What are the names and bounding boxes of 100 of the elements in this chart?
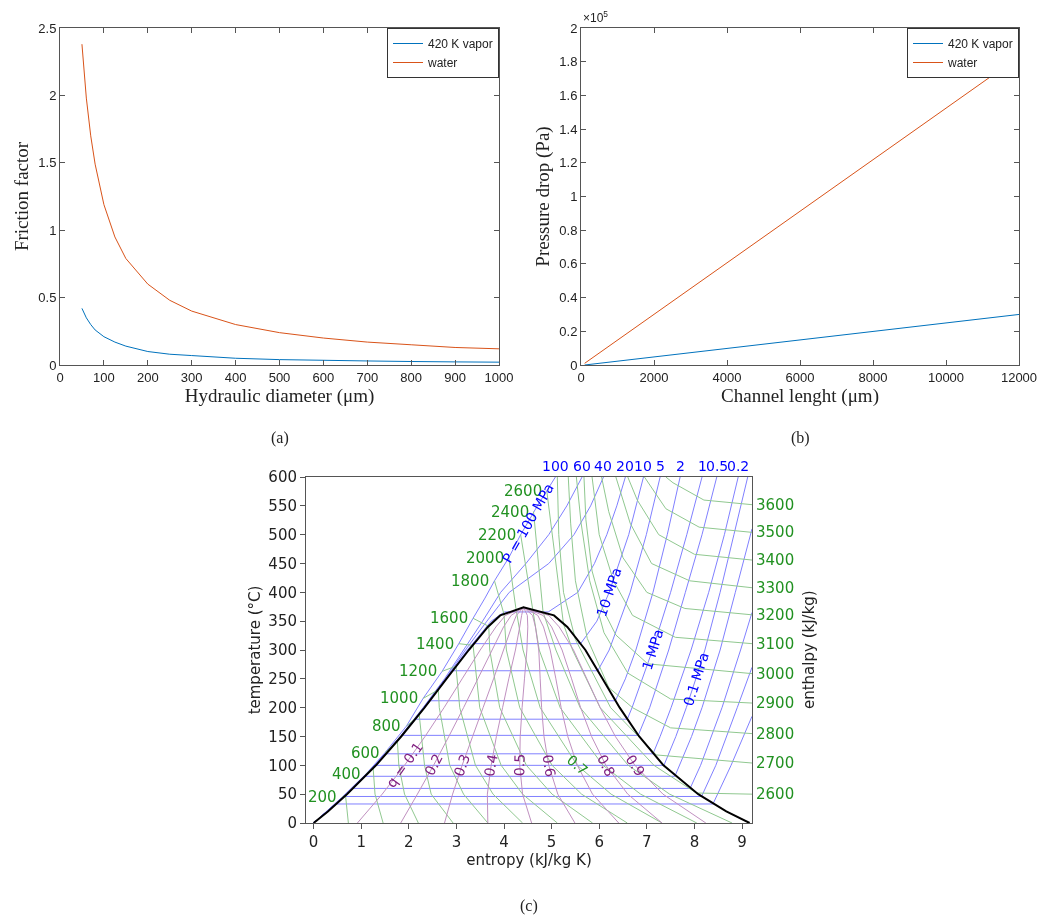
annotation: 2000 <box>466 549 505 567</box>
x-axis-title: Channel lenght (μm) <box>721 384 879 407</box>
annotation: 2 <box>676 458 685 474</box>
y-tick-label: 0.4 <box>559 290 578 306</box>
y-tick-label: 2.5 <box>38 20 57 36</box>
annotation: 3500 <box>756 523 795 541</box>
y-tick-label: 1.2 <box>559 155 578 171</box>
y-tick-label: 50 <box>277 785 297 804</box>
annotation: 2600 <box>756 785 795 803</box>
x-tick-label: 100 <box>93 369 115 385</box>
annotation: 3100 <box>756 635 795 653</box>
annotation: 2900 <box>756 694 795 712</box>
y-tick-label: 0 <box>570 357 578 373</box>
x-tick-label: 6000 <box>785 369 815 385</box>
y-tick-label: 200 <box>268 698 297 717</box>
y-tick-label: 2 <box>570 20 578 36</box>
y-tick-label: 1.4 <box>559 121 578 137</box>
x-tick-label: 7 <box>642 833 652 851</box>
x-axis-title: Hydraulic diameter (μm) <box>184 384 375 407</box>
annotation: 0.8 <box>594 751 619 779</box>
x-tick-label: 1000 <box>484 369 514 385</box>
annotation: 0.9 <box>622 751 649 780</box>
annotation: 0.4 <box>480 752 501 778</box>
annotation: 0.5 <box>511 753 528 777</box>
text: (a) <box>271 429 289 447</box>
annotation: 3000 <box>756 665 795 683</box>
y-tick-label: 600 <box>268 468 297 487</box>
x-tick-label: 400 <box>224 369 247 385</box>
annotation: 3600 <box>756 496 795 514</box>
x-axis-title: entropy (kJ/kg K) <box>466 851 592 869</box>
x-tick-label: 5 <box>546 833 557 851</box>
annotation: 800 <box>372 717 401 735</box>
x-tick-label: 10000 <box>927 369 965 385</box>
y-tick-label: 0 <box>49 357 57 373</box>
y-tick-label: 450 <box>268 554 297 573</box>
annotation: 200 <box>308 788 337 806</box>
annotation: 1 MPa <box>638 627 667 672</box>
x-tick-label: 4 <box>499 833 509 851</box>
annotation: 10 MPa <box>593 565 625 619</box>
x-tick-label: 8 <box>689 833 700 851</box>
y-tick-label: 1.8 <box>559 54 578 70</box>
y-tick-label: 1 <box>49 222 57 238</box>
x-tick-label: 200 <box>136 369 159 385</box>
annotation: 3300 <box>756 579 795 597</box>
y2-axis-title: enthalpy (kJ/kg) <box>800 590 818 709</box>
annotation: 1600 <box>430 609 469 627</box>
annotation: 3200 <box>756 606 795 624</box>
annotation: 5 <box>656 458 665 474</box>
annotation: 3400 <box>756 551 795 569</box>
y-tick-label: 0.2 <box>559 323 578 339</box>
y-axis-title: Pressure drop (Pa) <box>532 126 555 267</box>
annotation: 0.2 <box>727 458 750 474</box>
x-tick-label: 600 <box>312 369 335 385</box>
y-tick-label: 250 <box>268 670 297 689</box>
x-tick-label: 2 <box>404 833 414 851</box>
y-tick-label: 100 <box>268 756 297 775</box>
text: (b) <box>791 429 810 447</box>
annotation: 2800 <box>756 725 795 743</box>
annotation: 0.7 <box>563 751 592 779</box>
y-tick-label: 0.5 <box>38 290 57 306</box>
annotation: 1800 <box>451 572 490 590</box>
legend-label: water <box>947 56 978 71</box>
annotation: 0.3 <box>450 752 474 779</box>
x-tick-label: 800 <box>400 369 423 385</box>
annotation: 0.6 <box>539 753 559 779</box>
y-tick-label: 2 <box>49 87 57 103</box>
annotation: 400 <box>332 765 361 783</box>
text: (c) <box>520 897 538 915</box>
annotation: 40 <box>594 458 612 474</box>
x-tick-label: 3 <box>451 833 462 851</box>
annotation: 600 <box>351 744 380 762</box>
y-tick-label: 350 <box>268 612 297 631</box>
legend-label: 420 K vapor <box>428 37 493 52</box>
y-tick-label: 0 <box>287 814 297 833</box>
y-tick-label: 550 <box>268 497 297 516</box>
x-tick-label: 300 <box>180 369 203 385</box>
x-tick-label: 0 <box>308 833 319 851</box>
x-tick-label: 700 <box>356 369 379 385</box>
y-tick-label: 1 <box>570 189 578 205</box>
y-tick-label: 0.6 <box>559 256 578 272</box>
y-tick-label: 1.5 <box>38 155 57 171</box>
x-tick-label: 8000 <box>858 369 888 385</box>
x-tick-label: 4000 <box>712 369 742 385</box>
annotation: 60 <box>573 458 591 474</box>
annotation: 1000 <box>380 689 419 707</box>
text: ×10$^{5}$ <box>583 9 609 26</box>
annotation: 0.1 MPa <box>680 650 712 708</box>
y-tick-label: 300 <box>268 641 297 660</box>
x-tick-label: 6 <box>594 833 604 851</box>
annotation: 10 <box>634 458 652 474</box>
y-axis-title: temperature (°C) <box>245 585 264 715</box>
y-tick-label: 0.8 <box>559 222 578 238</box>
annotation: 1 <box>698 458 707 474</box>
y-tick-label: 1.6 <box>559 87 578 103</box>
legend-label: 420 K vapor <box>948 37 1013 52</box>
annotation: 20 <box>616 458 634 474</box>
x-tick-label: 900 <box>444 369 466 385</box>
x-tick-label: 9 <box>737 833 747 851</box>
y-tick-label: 150 <box>268 727 297 746</box>
legend-label: water <box>427 56 458 71</box>
